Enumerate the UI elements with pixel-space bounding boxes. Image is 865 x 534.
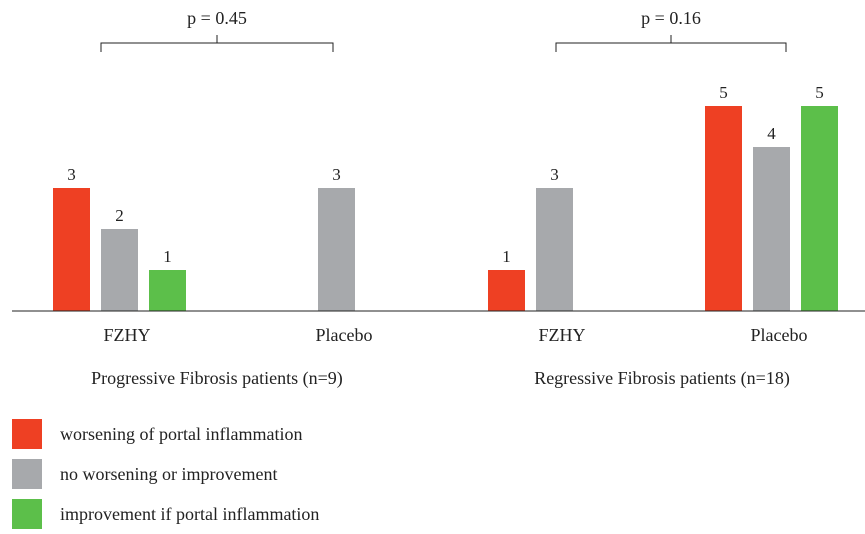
legend-item-worsening: worsening of portal inflammation	[12, 414, 319, 454]
legend-swatch-improvement	[12, 499, 42, 529]
legend-label-improvement: improvement if portal inflammation	[60, 503, 320, 524]
p-value-brackets: p = 0.45 p = 0.16	[100, 8, 787, 52]
legend: worsening of portal inflammation no wors…	[12, 414, 319, 534]
value-label-g2-fzhy-no-change: 3	[550, 165, 559, 184]
bar-g1-fzhy-improvement	[149, 270, 186, 311]
group-label-2: Regressive Fibrosis patients (n=18)	[534, 368, 790, 389]
value-label-g1-placebo-no-change: 3	[332, 165, 341, 184]
bar-g1-placebo-no-change	[318, 188, 355, 311]
x-tick-label-g1-placebo: Placebo	[316, 325, 373, 345]
value-labels-layer: 3 2 1 3 1 3 5 4 5	[67, 83, 824, 266]
legend-label-no-change: no worsening or improvement	[60, 463, 278, 484]
value-label-g1-fzhy-worsening: 3	[67, 165, 76, 184]
bar-chart: 3 2 1 3 1 3 5 4 5 p = 0.45 p = 0.16 FZHY Placebo Pr…	[12, 8, 865, 389]
bar-g2-placebo-improvement	[801, 106, 838, 311]
legend-label-worsening: worsening of portal inflammation	[60, 423, 303, 444]
value-label-g1-fzhy-improvement: 1	[163, 247, 172, 266]
legend-item-no-change: no worsening or improvement	[12, 454, 319, 494]
x-tick-label-g2-fzhy: FZHY	[538, 325, 585, 345]
p-value-bracket-1	[100, 35, 334, 52]
x-tick-label-g1-fzhy: FZHY	[103, 325, 150, 345]
x-tick-label-g2-placebo: Placebo	[751, 325, 808, 345]
bar-g1-fzhy-worsening	[53, 188, 90, 311]
bars-layer	[53, 106, 838, 311]
value-label-g1-fzhy-no-change: 2	[115, 206, 124, 225]
p-value-label-2: p = 0.16	[641, 8, 701, 28]
bar-g2-placebo-no-change	[753, 147, 790, 311]
value-label-g2-fzhy-worsening: 1	[502, 247, 511, 266]
legend-swatch-worsening	[12, 419, 42, 449]
p-value-label-1: p = 0.45	[187, 8, 247, 28]
bar-g2-fzhy-worsening	[488, 270, 525, 311]
value-label-g2-placebo-worsening: 5	[719, 83, 728, 102]
value-label-g2-placebo-improvement: 5	[815, 83, 824, 102]
bar-g2-placebo-worsening	[705, 106, 742, 311]
bar-g2-fzhy-no-change	[536, 188, 573, 311]
value-label-g2-placebo-no-change: 4	[767, 124, 776, 143]
p-value-bracket-2	[555, 35, 787, 52]
legend-swatch-no-change	[12, 459, 42, 489]
x-axis-labels: FZHY Placebo Progressive Fibrosis patients…	[91, 325, 807, 389]
legend-item-improvement: improvement if portal inflammation	[12, 494, 319, 534]
bar-g1-fzhy-no-change	[101, 229, 138, 311]
group-label-1: Progressive Fibrosis patients (n=9)	[91, 368, 343, 389]
